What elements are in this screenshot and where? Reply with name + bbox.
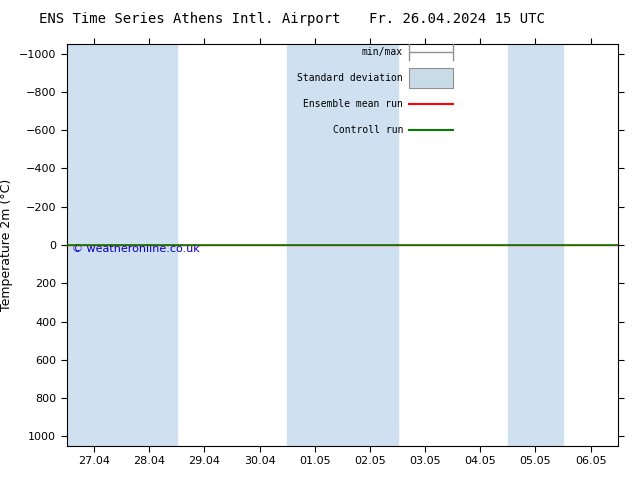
Text: ENS Time Series Athens Intl. Airport: ENS Time Series Athens Intl. Airport bbox=[39, 12, 341, 26]
Bar bbox=[408, 68, 453, 88]
Bar bbox=[342, 44, 398, 446]
Text: Controll run: Controll run bbox=[333, 125, 403, 136]
Bar bbox=[122, 44, 177, 446]
Text: Ensemble mean run: Ensemble mean run bbox=[303, 99, 403, 109]
Text: Fr. 26.04.2024 15 UTC: Fr. 26.04.2024 15 UTC bbox=[368, 12, 545, 26]
Text: © weatheronline.co.uk: © weatheronline.co.uk bbox=[72, 244, 200, 254]
Y-axis label: Temperature 2m (°C): Temperature 2m (°C) bbox=[0, 179, 13, 311]
Text: min/max: min/max bbox=[362, 47, 403, 57]
Bar bbox=[287, 44, 342, 446]
Bar bbox=[67, 44, 122, 446]
Text: Standard deviation: Standard deviation bbox=[297, 73, 403, 83]
Bar bbox=[508, 44, 563, 446]
